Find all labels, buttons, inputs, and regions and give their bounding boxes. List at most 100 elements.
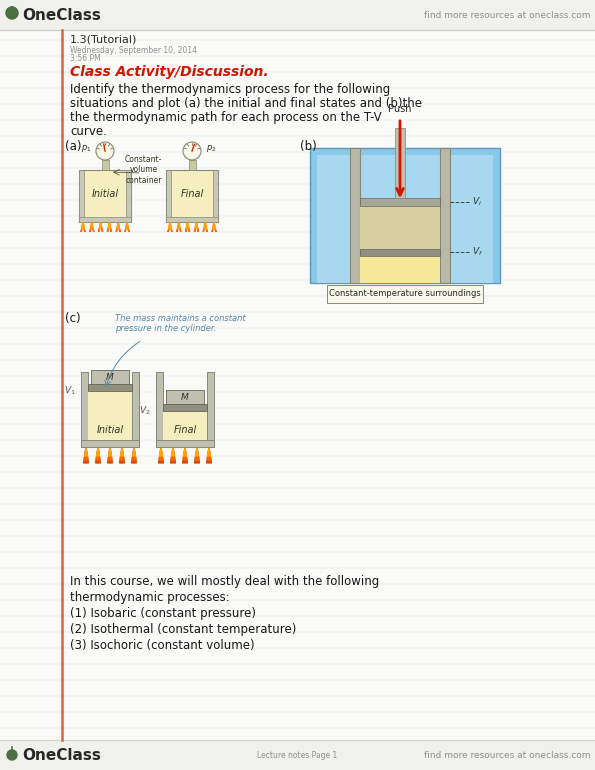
Text: $V_f$: $V_f$ [472,246,483,258]
Text: (b): (b) [300,140,317,153]
Bar [360,198,440,206]
Polygon shape [158,448,164,463]
Bar [440,148,450,283]
Bar [189,160,196,170]
Bar [360,249,440,256]
Polygon shape [126,222,129,229]
Bar [213,170,218,222]
Polygon shape [90,222,93,229]
Polygon shape [177,222,180,229]
Polygon shape [168,222,172,232]
Circle shape [7,750,17,760]
Polygon shape [120,448,124,463]
Polygon shape [195,448,199,460]
Polygon shape [206,448,211,463]
Bar [102,160,108,170]
Bar [0,740,595,770]
Polygon shape [108,448,111,456]
Polygon shape [195,448,199,463]
Text: Constant-temperature surroundings: Constant-temperature surroundings [329,290,481,299]
Text: situations and plot (a) the initial and final states and (b)the: situations and plot (a) the initial and … [70,97,422,110]
Text: Identify the thermodynamics process for the following: Identify the thermodynamics process for … [70,83,390,96]
Polygon shape [186,222,190,232]
Polygon shape [213,222,215,229]
Bar [156,372,163,447]
Bar [81,440,139,447]
Polygon shape [90,222,94,232]
Text: Push: Push [389,104,412,114]
Bar [163,404,207,411]
FancyBboxPatch shape [327,285,483,303]
Polygon shape [83,448,89,463]
Text: Final: Final [173,425,196,435]
Text: OneClass: OneClass [22,748,101,762]
Bar [79,170,131,222]
Polygon shape [208,448,211,456]
Text: (c): (c) [65,312,81,325]
Polygon shape [203,222,207,232]
Polygon shape [81,222,85,232]
Polygon shape [108,448,112,463]
Polygon shape [96,448,101,463]
Polygon shape [169,222,171,229]
Text: Constant-
volume
container: Constant- volume container [125,155,162,185]
Text: $p_1$: $p_1$ [80,142,91,153]
Polygon shape [131,448,136,463]
Polygon shape [195,222,198,229]
Polygon shape [183,448,186,456]
Polygon shape [116,222,120,232]
Polygon shape [84,448,88,460]
Bar [166,390,204,404]
Circle shape [6,7,18,19]
Polygon shape [99,222,102,229]
Bar [350,148,360,283]
Polygon shape [186,222,189,229]
Text: Final: Final [180,189,203,199]
Text: the thermodynamic path for each process on the T-V: the thermodynamic path for each process … [70,111,381,124]
Polygon shape [99,222,102,232]
Polygon shape [177,222,181,232]
Text: $p_2$: $p_2$ [206,142,217,153]
Bar [81,372,88,447]
Polygon shape [171,448,175,460]
Bar [126,170,131,222]
Polygon shape [108,222,111,232]
Bar [317,155,493,283]
Text: (2) Isothermal (constant temperature): (2) Isothermal (constant temperature) [70,623,296,636]
Text: find more resources at oneclass.com: find more resources at oneclass.com [424,751,590,759]
Bar [79,217,131,222]
Text: In this course, we will mostly deal with the following: In this course, we will mostly deal with… [70,575,379,588]
Text: (3) Isochoric (constant volume): (3) Isochoric (constant volume) [70,639,255,652]
Polygon shape [183,448,187,463]
Text: Initial: Initial [96,425,124,435]
Polygon shape [183,448,187,460]
Polygon shape [196,448,199,456]
Polygon shape [195,222,198,232]
Text: 3:56 PM: 3:56 PM [70,54,101,63]
Bar [310,148,500,283]
Circle shape [183,142,201,160]
Polygon shape [125,222,129,232]
Polygon shape [171,448,174,456]
Polygon shape [133,448,136,456]
Bar [166,217,218,222]
Text: thermodynamic processes:: thermodynamic processes: [70,591,230,604]
Polygon shape [159,448,162,456]
Text: 1.3(Tutorial): 1.3(Tutorial) [70,35,137,45]
Bar [88,391,132,440]
Bar [0,0,595,30]
Polygon shape [120,448,124,460]
Bar [360,206,440,249]
Text: curve.: curve. [70,125,107,138]
Text: The mass maintains a constant
pressure in the cylinder.: The mass maintains a constant pressure i… [115,314,246,333]
Bar [79,170,84,222]
Polygon shape [108,448,112,460]
Text: $V_i$: $V_i$ [472,196,482,208]
Polygon shape [207,448,211,460]
Bar [132,372,139,447]
Text: find more resources at oneclass.com: find more resources at oneclass.com [424,11,590,19]
Polygon shape [96,448,99,456]
Polygon shape [84,448,87,456]
Text: Wednesday, September 10, 2014: Wednesday, September 10, 2014 [70,46,197,55]
Text: $V_2$: $V_2$ [139,405,151,417]
